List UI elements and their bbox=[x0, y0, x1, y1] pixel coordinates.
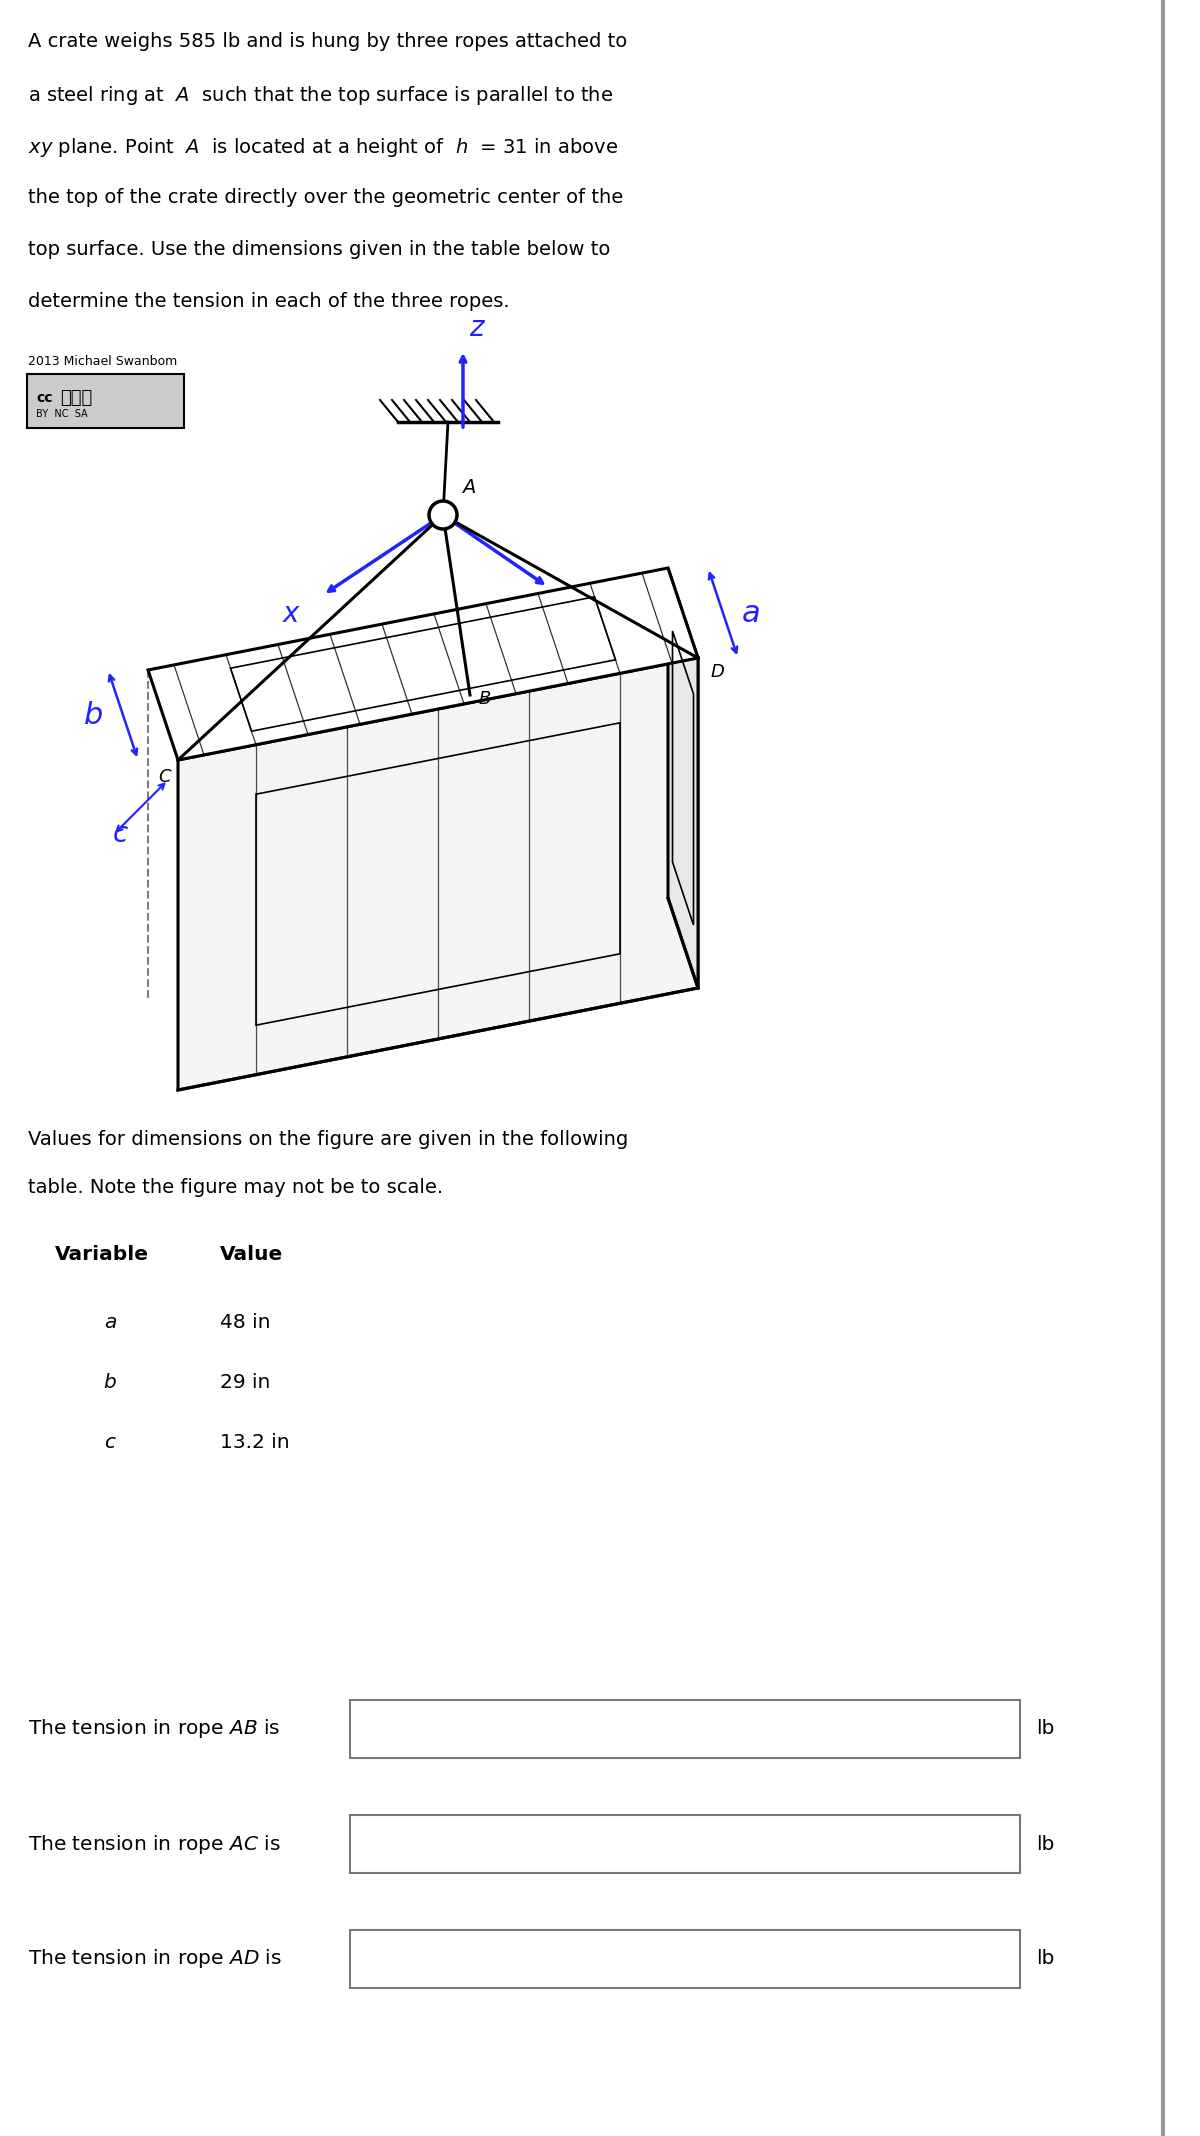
Polygon shape bbox=[178, 658, 698, 1089]
Text: $b$: $b$ bbox=[83, 701, 103, 731]
Text: $a$: $a$ bbox=[742, 598, 760, 628]
Text: Value: Value bbox=[220, 1245, 283, 1265]
Text: Variable: Variable bbox=[55, 1245, 149, 1265]
Text: 29 in: 29 in bbox=[220, 1373, 270, 1393]
Text: the top of the crate directly over the geometric center of the: the top of the crate directly over the g… bbox=[28, 188, 623, 207]
Text: BY  NC  SA: BY NC SA bbox=[36, 408, 88, 419]
Text: $b$: $b$ bbox=[103, 1373, 116, 1393]
Text: $C$: $C$ bbox=[158, 769, 173, 786]
Text: lb: lb bbox=[1036, 1835, 1055, 1854]
Text: $A$: $A$ bbox=[461, 478, 476, 498]
Text: 13.2 in: 13.2 in bbox=[220, 1433, 289, 1452]
Text: $B$: $B$ bbox=[478, 690, 491, 707]
FancyBboxPatch shape bbox=[350, 1931, 1020, 1989]
Text: $c$: $c$ bbox=[112, 820, 128, 848]
Polygon shape bbox=[148, 568, 698, 760]
Text: 2013 Michael Swanbom: 2013 Michael Swanbom bbox=[28, 355, 178, 367]
Text: 48 in: 48 in bbox=[220, 1314, 270, 1333]
FancyBboxPatch shape bbox=[350, 1816, 1020, 1873]
Text: determine the tension in each of the three ropes.: determine the tension in each of the thr… bbox=[28, 293, 510, 312]
Text: A crate weighs 585 lb and is hung by three ropes attached to: A crate weighs 585 lb and is hung by thr… bbox=[28, 32, 628, 51]
Text: ⓘⓈⓄ: ⓘⓈⓄ bbox=[60, 389, 92, 408]
Text: The tension in rope $AD$ is: The tension in rope $AD$ is bbox=[28, 1948, 282, 1972]
Text: $z$: $z$ bbox=[469, 314, 486, 342]
Text: $xy$ plane. Point  $A$  is located at a height of  $h$  = 31 in above: $xy$ plane. Point $A$ is located at a he… bbox=[28, 137, 618, 158]
Text: $c$: $c$ bbox=[103, 1433, 116, 1452]
Text: cc: cc bbox=[36, 391, 53, 406]
Text: table. Note the figure may not be to scale.: table. Note the figure may not be to sca… bbox=[28, 1177, 443, 1196]
Circle shape bbox=[430, 502, 457, 530]
Text: $a$: $a$ bbox=[103, 1314, 116, 1333]
Text: $D$: $D$ bbox=[710, 662, 725, 681]
Text: The tension in rope $AB$ is: The tension in rope $AB$ is bbox=[28, 1717, 281, 1741]
Polygon shape bbox=[668, 568, 698, 989]
Text: $x$: $x$ bbox=[282, 600, 301, 628]
Text: Values for dimensions on the figure are given in the following: Values for dimensions on the figure are … bbox=[28, 1130, 629, 1149]
Text: lb: lb bbox=[1036, 1719, 1055, 1739]
Text: lb: lb bbox=[1036, 1950, 1055, 1969]
Text: top surface. Use the dimensions given in the table below to: top surface. Use the dimensions given in… bbox=[28, 239, 611, 258]
Text: The tension in rope $AC$ is: The tension in rope $AC$ is bbox=[28, 1833, 281, 1856]
FancyBboxPatch shape bbox=[350, 1700, 1020, 1758]
Text: a steel ring at  $A$  such that the top surface is parallel to the: a steel ring at $A$ such that the top su… bbox=[28, 83, 613, 107]
Text: $y$: $y$ bbox=[556, 592, 576, 619]
FancyBboxPatch shape bbox=[28, 374, 184, 427]
